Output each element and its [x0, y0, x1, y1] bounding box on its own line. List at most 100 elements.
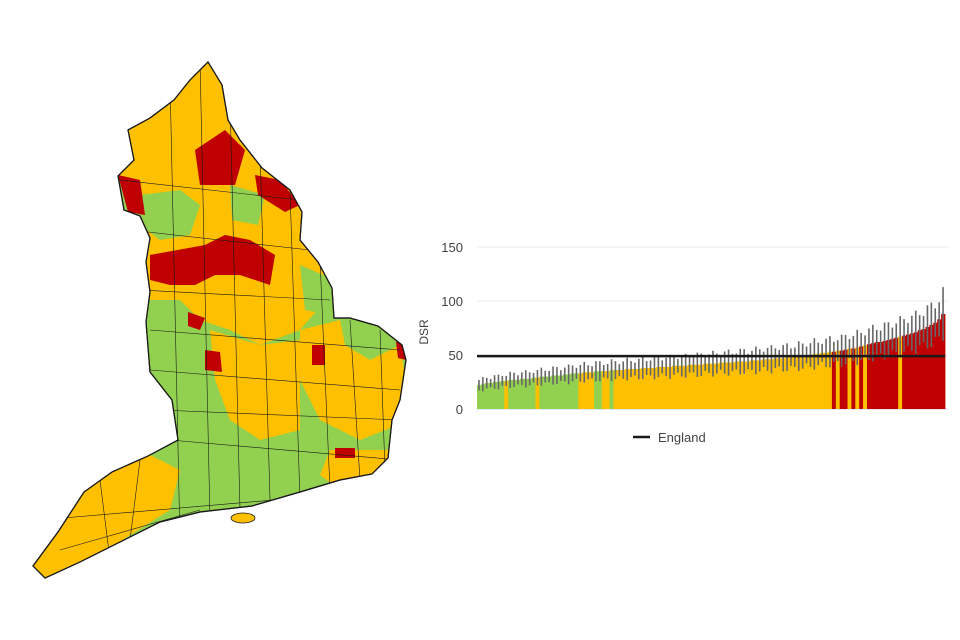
bar: [882, 340, 887, 409]
bar: [711, 363, 716, 409]
bar: [699, 364, 704, 409]
map-region-below-lincs: [300, 265, 335, 315]
bar: [773, 358, 778, 409]
england-coastline: [32, 61, 407, 579]
bar: [597, 371, 603, 409]
bar: [796, 356, 802, 409]
bar: [648, 367, 653, 409]
bar: [718, 362, 724, 409]
bar: [656, 366, 661, 409]
bar: [906, 334, 911, 409]
map-district-borders: [39, 62, 401, 561]
bar: [761, 359, 766, 409]
bar: [539, 376, 544, 409]
bar: [636, 369, 642, 409]
bar: [613, 370, 618, 409]
bar: [734, 361, 739, 409]
bar: [629, 369, 634, 409]
map-region-similar-southeast: [320, 450, 395, 490]
bar: [594, 371, 599, 409]
bar: [668, 366, 673, 409]
bar: [582, 372, 587, 409]
bar: [804, 355, 809, 409]
bar: [785, 357, 790, 409]
bar: [859, 346, 864, 409]
bar: [691, 364, 696, 409]
bar: [605, 371, 610, 409]
bar: [488, 383, 493, 409]
bar: [562, 374, 568, 409]
bar: [863, 345, 868, 409]
bar: [477, 385, 482, 409]
y-tick-label: 100: [441, 294, 463, 309]
bar: [652, 367, 657, 409]
bar: [687, 364, 692, 409]
bar: [574, 373, 579, 409]
legend: England: [633, 430, 706, 445]
bar: [543, 376, 548, 409]
bar: [765, 359, 770, 409]
bar: [820, 352, 825, 409]
bar: [816, 353, 821, 409]
bar: [516, 379, 521, 409]
bar: [917, 330, 922, 409]
bar: [504, 380, 509, 409]
bar: [867, 344, 872, 409]
bar: [484, 383, 490, 409]
map-region-above-midlands: [205, 350, 222, 372]
bar: [644, 367, 649, 409]
y-tick-label: 50: [449, 348, 463, 363]
map-region-above-cumbria-coast: [118, 175, 145, 215]
bar: [781, 358, 786, 409]
bar: [808, 355, 813, 409]
bar: [609, 370, 614, 409]
bar: [894, 337, 899, 409]
legend-england-label: England: [658, 430, 706, 445]
bar: [933, 322, 938, 409]
bar: [664, 366, 669, 409]
bar: [843, 349, 848, 409]
bar: [753, 360, 759, 409]
bar: [570, 373, 575, 409]
map-region-above-lincs: [312, 345, 325, 365]
bar: [742, 361, 747, 409]
bar: [855, 347, 860, 409]
dsr-bar-chart: 0 50 100 150 DSR England: [417, 240, 948, 445]
map-region-above-lancashire-yorkshire: [150, 235, 275, 285]
bar: [586, 372, 591, 409]
bar: [874, 342, 880, 409]
y-axis-label: DSR: [417, 319, 431, 345]
bar: [722, 362, 727, 409]
bar: [738, 361, 743, 409]
bar: [769, 359, 774, 409]
bar: [535, 377, 540, 409]
bar: [789, 357, 794, 409]
map-region-above-teesside: [255, 175, 300, 212]
bar: [527, 378, 532, 409]
map-region-above-blackpool: [188, 312, 205, 330]
bar: [578, 373, 583, 409]
bar: [508, 379, 513, 409]
bar: [750, 360, 755, 409]
y-tick-label: 150: [441, 240, 463, 255]
bar: [921, 329, 926, 409]
bar: [831, 351, 837, 409]
bar: [828, 351, 833, 409]
bar: [851, 348, 856, 409]
england-choropleth-map: [32, 61, 407, 579]
bar: [941, 313, 946, 409]
bar: [714, 363, 720, 409]
bar: [707, 363, 712, 409]
bar: [777, 358, 782, 409]
bar: [640, 367, 646, 409]
bar: [555, 375, 560, 409]
bar: [824, 352, 829, 409]
bar: [512, 379, 517, 409]
bar: [800, 356, 805, 409]
bar: [870, 343, 876, 409]
bar: [839, 350, 844, 409]
bar: [480, 384, 486, 409]
bar: [551, 375, 556, 409]
bar: [660, 366, 665, 409]
bar: [625, 369, 630, 409]
